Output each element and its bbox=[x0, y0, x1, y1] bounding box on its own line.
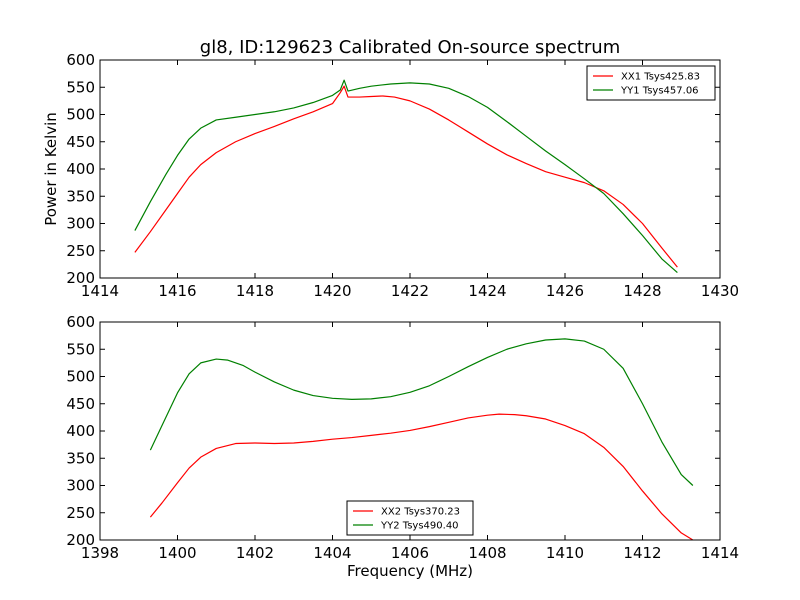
bottom-panel: 1398 1400 1402 1404 1406 1408 1410 1412 1414 200 2… bbox=[66, 313, 739, 562]
x-tick-label: 1418 bbox=[236, 282, 274, 300]
y-tick-label: 500 bbox=[66, 106, 95, 124]
legend: XX1 Tsys425.83 YY1 Tsys457.06 bbox=[586, 65, 716, 101]
x-tick-label: 1424 bbox=[468, 282, 506, 300]
legend-entry: XX1 Tsys425.83 bbox=[621, 72, 700, 83]
x-tick-label: 1406 bbox=[391, 544, 429, 562]
x-tick-label: 1408 bbox=[468, 544, 506, 562]
y-tick-label: 400 bbox=[66, 160, 95, 178]
x-axis-label: Frequency (MHz) bbox=[347, 562, 473, 580]
y-tick-label: 350 bbox=[66, 187, 95, 205]
series-line-top-0 bbox=[134, 85, 678, 268]
x-tick-label: 1428 bbox=[623, 282, 661, 300]
x-tick-label: 1398 bbox=[81, 544, 119, 562]
y-tick-label: 450 bbox=[66, 395, 95, 413]
y-tick-label: 200 bbox=[66, 269, 95, 287]
x-tick-label: 1414 bbox=[701, 544, 739, 562]
x-tick-label: 1426 bbox=[546, 282, 584, 300]
y-tick-label: 300 bbox=[66, 215, 95, 233]
x-tick-label: 1414 bbox=[81, 282, 119, 300]
legend-box bbox=[346, 500, 474, 536]
legend-entry: XX2 Tsys370.23 bbox=[381, 507, 460, 518]
y-axis-label: Power in Kelvin bbox=[42, 112, 60, 226]
x-tick-label: 1430 bbox=[701, 282, 739, 300]
legend-entry: YY2 Tsys490.40 bbox=[380, 521, 459, 532]
y-tick-label: 200 bbox=[66, 531, 95, 549]
x-tick-label: 1404 bbox=[313, 544, 351, 562]
y-tick-label: 500 bbox=[66, 368, 95, 386]
x-tick-label: 1410 bbox=[546, 544, 584, 562]
legend-entry: YY1 Tsys457.06 bbox=[620, 86, 699, 97]
x-tick-label: 1416 bbox=[158, 282, 196, 300]
y-tick-label: 300 bbox=[66, 477, 95, 495]
y-tick-label: 550 bbox=[66, 340, 95, 358]
chart-title: gl8, ID:129623 Calibrated On-source spec… bbox=[200, 37, 620, 58]
series-line-bottom-1 bbox=[149, 338, 694, 486]
y-tick-label: 600 bbox=[66, 313, 95, 331]
x-tick-label: 1420 bbox=[313, 282, 351, 300]
series-line-bottom-0 bbox=[149, 413, 694, 541]
y-tick-label: 350 bbox=[66, 449, 95, 467]
y-tick-label: 600 bbox=[66, 51, 95, 69]
y-tick-label: 550 bbox=[66, 78, 95, 96]
y-tick-label: 400 bbox=[66, 422, 95, 440]
x-tick-label: 1422 bbox=[391, 282, 429, 300]
series-line-top-1 bbox=[134, 79, 678, 274]
x-tick-label: 1412 bbox=[623, 544, 661, 562]
legend: XX2 Tsys370.23 YY2 Tsys490.40 bbox=[346, 500, 474, 536]
x-tick-label: 1400 bbox=[158, 544, 196, 562]
y-tick-label: 450 bbox=[66, 133, 95, 151]
legend-box bbox=[586, 65, 716, 101]
top-panel: 1414 1416 1418 1420 1422 1424 1426 1428 1430 200 2… bbox=[66, 51, 739, 300]
y-tick-label: 250 bbox=[66, 504, 95, 522]
y-tick-label: 250 bbox=[66, 242, 95, 260]
x-tick-label: 1402 bbox=[236, 544, 274, 562]
